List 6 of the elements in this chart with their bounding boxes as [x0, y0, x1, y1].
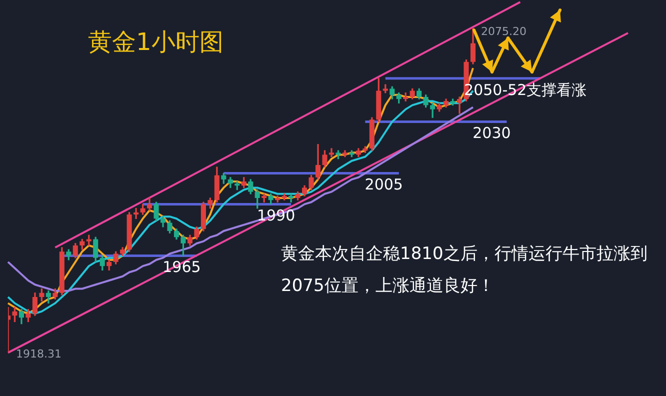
text: 黄金1小时图: [88, 27, 224, 58]
annotation: 黄金本次自企稳1810之后，行情运行牛市拉涨到2075位置，上涨通道良好！: [281, 243, 648, 298]
annotation: 1918.31: [16, 347, 62, 360]
series-label: 2005: [364, 176, 403, 194]
annotation: 2075.20: [481, 24, 526, 38]
series-label: 2030: [472, 124, 511, 142]
